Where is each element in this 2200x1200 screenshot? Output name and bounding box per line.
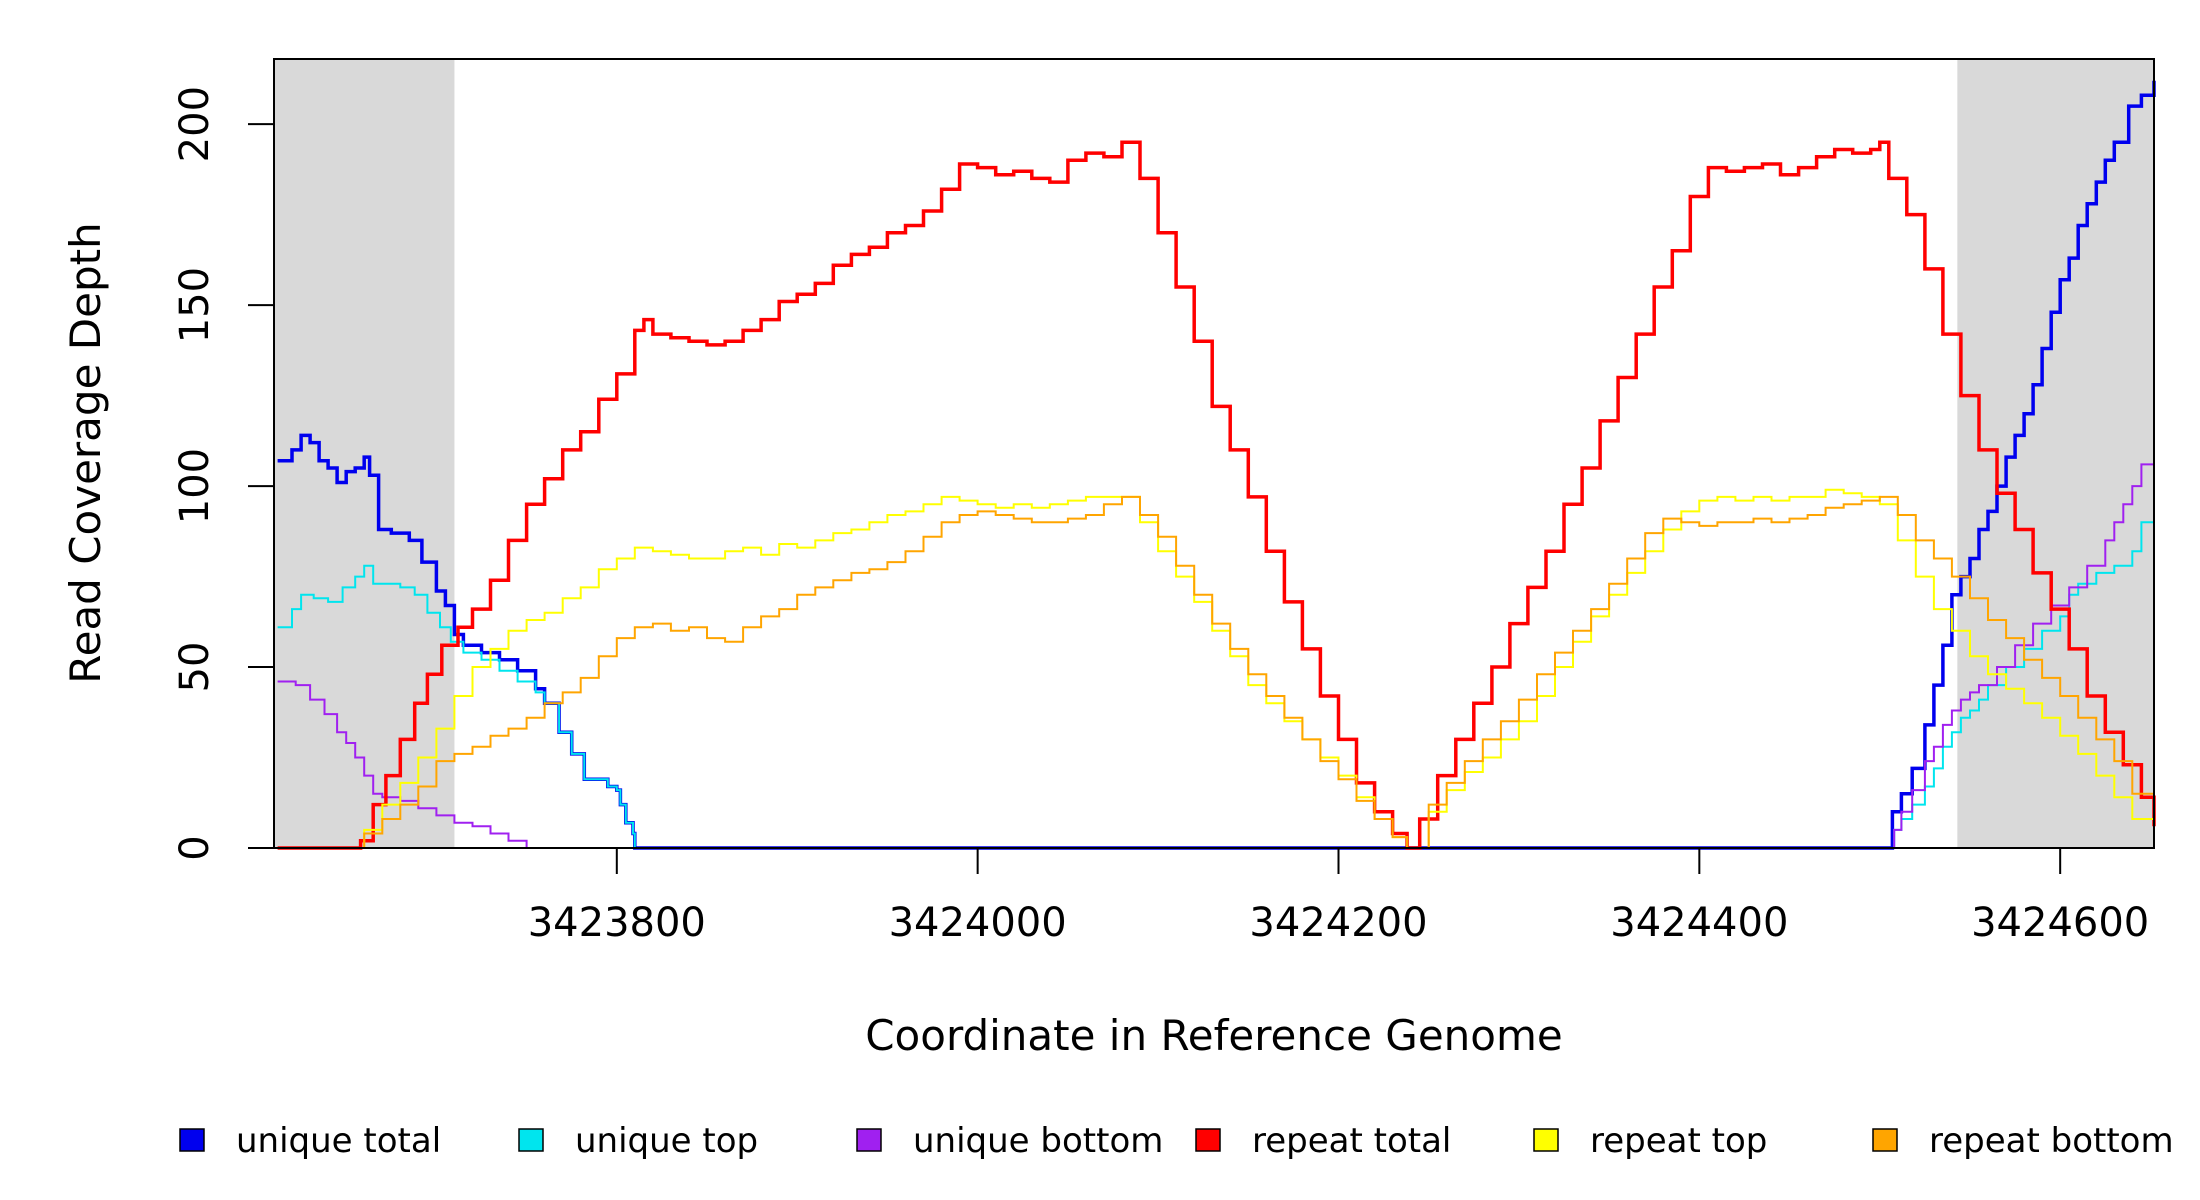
- legend-label-unique-total: unique total: [236, 1121, 441, 1161]
- legend-label-unique-top: unique top: [575, 1121, 758, 1161]
- series-line-repeat-bottom: [277, 495, 2155, 849]
- y-axis-title: Read Coverage Depth: [61, 222, 110, 683]
- y-tick-label: 0: [172, 835, 218, 860]
- x-tick-label: 3424200: [1249, 900, 1427, 946]
- series-line-repeat-top: [277, 488, 2155, 849]
- x-tick-label: 3424400: [1610, 900, 1788, 946]
- series-lines: [277, 80, 2156, 850]
- series-line-unique-top: [277, 471, 2155, 849]
- legend-label-repeat-bottom: repeat bottom: [1929, 1121, 2174, 1161]
- y-tick-label: 150: [172, 267, 218, 343]
- x-axis-title: Coordinate in Reference Genome: [865, 1011, 1563, 1060]
- shaded-region-1: [274, 59, 455, 848]
- legend-swatch-repeat-bottom: [1872, 1128, 1898, 1152]
- y-axis: 0 50 100 150 200: [172, 86, 274, 861]
- x-tick-label: 3424600: [1971, 900, 2149, 946]
- legend-swatch-unique-top: [518, 1128, 544, 1152]
- legend-swatch-unique-bottom: [856, 1128, 882, 1152]
- plot-border: [273, 58, 2155, 849]
- legend-swatch-repeat-total: [1195, 1128, 1221, 1152]
- x-axis: 3423800 3424000 3424200 3424400 3424600: [528, 848, 2149, 946]
- legend-label-unique-bottom: unique bottom: [913, 1121, 1163, 1161]
- legend-label-repeat-total: repeat total: [1252, 1121, 1451, 1161]
- shaded-region-2: [1957, 59, 2154, 848]
- series-line-repeat-total: [277, 140, 2156, 850]
- y-tick-label: 100: [172, 448, 218, 524]
- legend-swatch-repeat-top: [1533, 1128, 1559, 1152]
- y-tick-label: 200: [172, 86, 218, 162]
- y-tick-label: 50: [172, 642, 218, 693]
- legend: unique total unique top unique bottom repea…: [179, 1121, 2174, 1161]
- legend-label-repeat-top: repeat top: [1590, 1121, 1767, 1161]
- shaded-regions: [274, 59, 2154, 848]
- x-tick-label: 3423800: [528, 900, 706, 946]
- series-line-unique-bottom: [277, 449, 2155, 849]
- legend-swatch-unique-total: [179, 1128, 205, 1152]
- x-tick-label: 3424000: [889, 900, 1067, 946]
